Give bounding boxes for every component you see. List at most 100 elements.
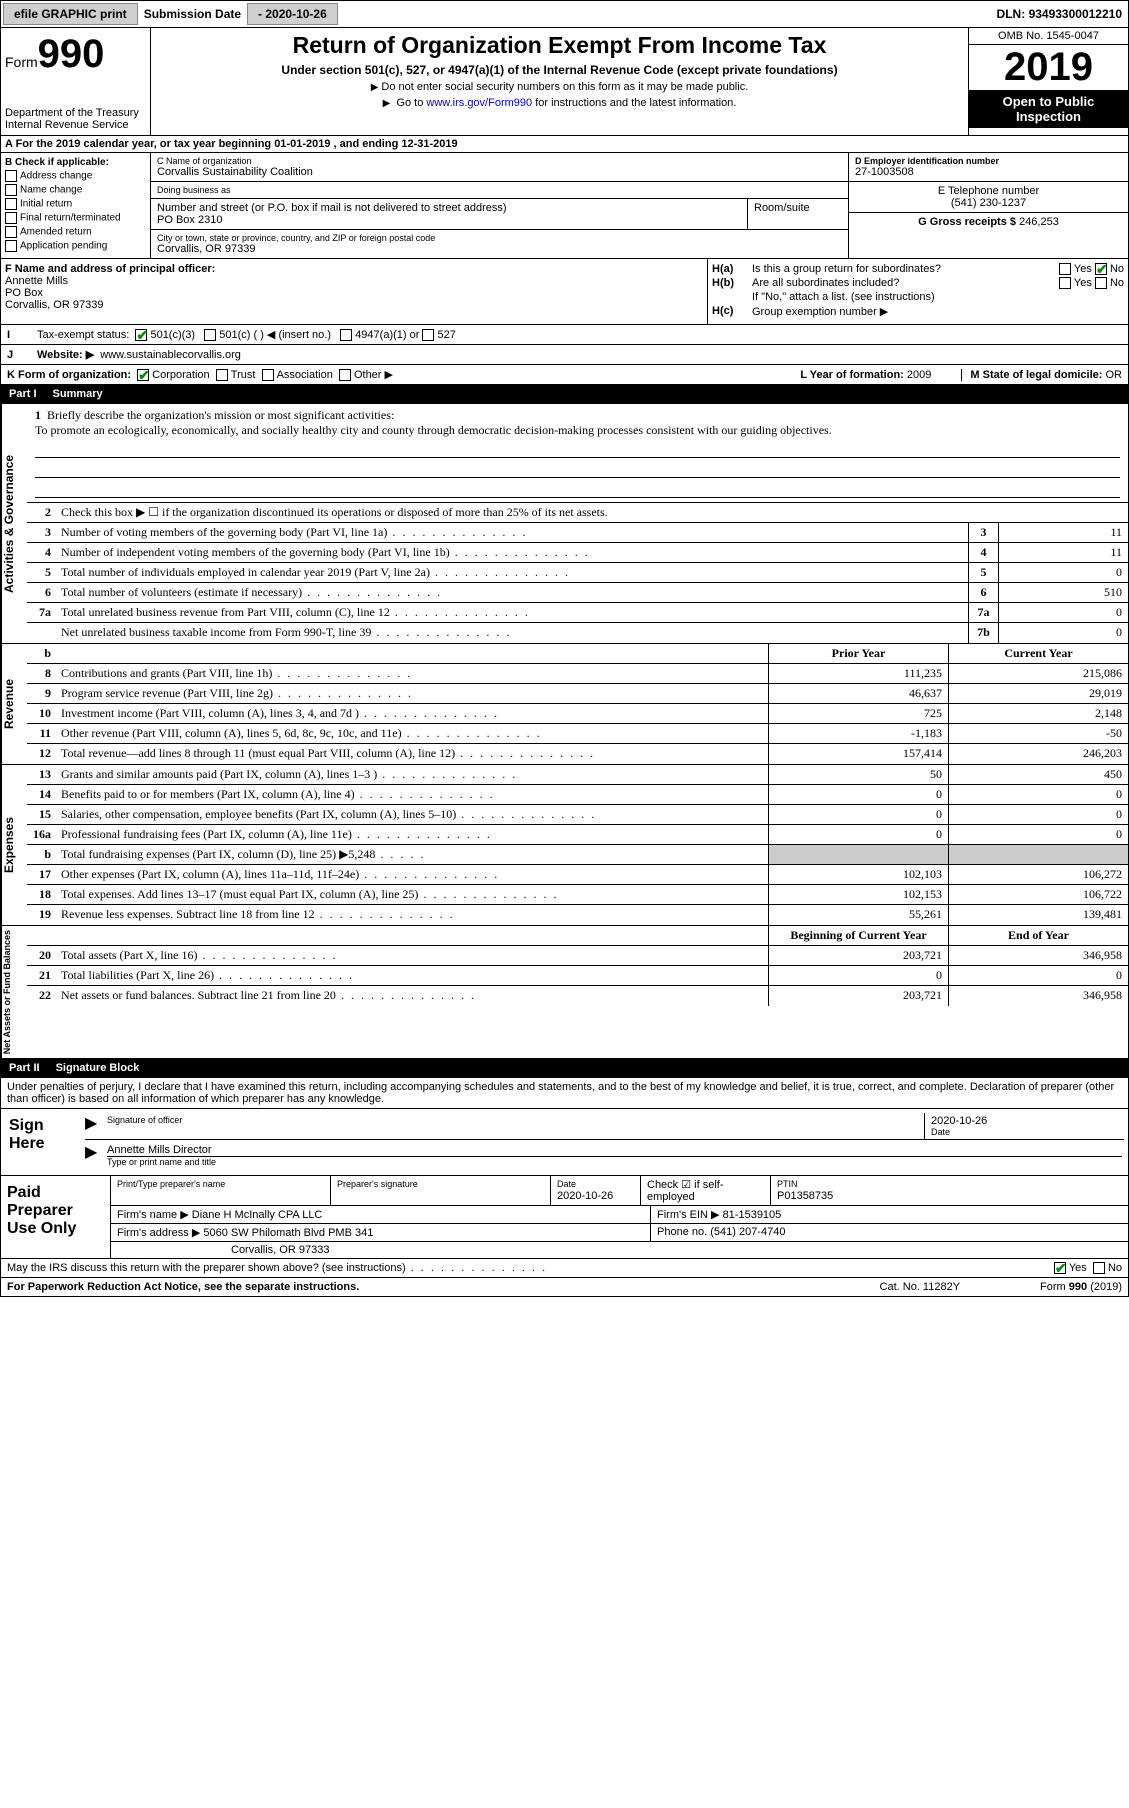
- exp-row-5: 17Other expenses (Part IX, column (A), l…: [27, 865, 1128, 885]
- cb-address-change[interactable]: [5, 170, 17, 182]
- cb-501c3[interactable]: [135, 329, 147, 341]
- cb-amended[interactable]: [5, 226, 17, 238]
- open-inspection: Open to Public Inspection: [969, 90, 1128, 128]
- gross-receipts-label: G Gross receipts $: [918, 216, 1016, 228]
- officer-name: Annette Mills: [5, 275, 703, 287]
- irs-link[interactable]: www.irs.gov/Form990: [426, 97, 532, 109]
- cb-final-return[interactable]: [5, 212, 17, 224]
- ha-no[interactable]: [1095, 263, 1107, 275]
- cb-corp[interactable]: [137, 369, 149, 381]
- city-label: City or town, state or province, country…: [157, 233, 842, 243]
- form-number: 990: [38, 32, 105, 76]
- hb-yes[interactable]: [1059, 277, 1071, 289]
- sign-here-label: Sign Here: [1, 1109, 81, 1175]
- dln: DLN: 93493300012210: [997, 7, 1128, 21]
- efile-print-button[interactable]: efile GRAPHIC print: [3, 3, 138, 25]
- cat-no: Cat. No. 11282Y: [880, 1281, 961, 1293]
- exp-row-6: 18Total expenses. Add lines 13–17 (must …: [27, 885, 1128, 905]
- exp-row-1: 14Benefits paid to or for members (Part …: [27, 785, 1128, 805]
- ag-row-0: 3Number of voting members of the governi…: [27, 523, 1128, 543]
- form-page: Form 990 (2019): [1040, 1281, 1122, 1293]
- top-bar: efile GRAPHIC print Submission Date - 20…: [0, 0, 1129, 28]
- ag-row-3: 6Total number of volunteers (estimate if…: [27, 583, 1128, 603]
- ha-text: Is this a group return for subordinates?: [752, 263, 1059, 275]
- discuss-no[interactable]: [1093, 1262, 1105, 1274]
- website: www.sustainablecorvallis.org: [100, 349, 241, 361]
- name-title-label: Type or print name and title: [107, 1156, 1122, 1167]
- cb-app-pending[interactable]: [5, 240, 17, 252]
- cb-name-change[interactable]: [5, 184, 17, 196]
- form-subtitle: Under section 501(c), 527, or 4947(a)(1)…: [155, 63, 964, 77]
- firm-phone: (541) 207-4740: [710, 1226, 785, 1238]
- self-employed: Check ☑ if self-employed: [647, 1179, 724, 1203]
- officer-label: F Name and address of principal officer:: [5, 263, 215, 275]
- dept-treasury: Department of the Treasury Internal Reve…: [5, 107, 146, 131]
- part-2-header: Part II Signature Block: [0, 1059, 1129, 1078]
- hb-text: Are all subordinates included?: [752, 277, 1059, 289]
- cb-assoc[interactable]: [262, 369, 274, 381]
- ag-row-2: 5Total number of individuals employed in…: [27, 563, 1128, 583]
- firm-ein: 81-1539105: [723, 1209, 782, 1221]
- prep-date: 2020-10-26: [557, 1190, 613, 1202]
- cb-501c[interactable]: [204, 329, 216, 341]
- ag-row-5: Net unrelated business taxable income fr…: [27, 623, 1128, 643]
- omb-number: OMB No. 1545-0047: [969, 28, 1128, 45]
- sig-arrow-2: ▶: [85, 1142, 105, 1169]
- sig-arrow-1: ▶: [85, 1113, 105, 1139]
- section-revenue: Revenue b Prior Year Current Year 8Contr…: [0, 644, 1129, 765]
- rev-row-1: 9Program service revenue (Part VIII, lin…: [27, 684, 1128, 704]
- part-1-header: Part I Summary: [0, 385, 1129, 404]
- sig-date-label: Date: [931, 1127, 1118, 1137]
- rev-row-0: 8Contributions and grants (Part VIII, li…: [27, 664, 1128, 684]
- ag-row-4: 7aTotal unrelated business revenue from …: [27, 603, 1128, 623]
- hb-note: If "No," attach a list. (see instruction…: [752, 291, 1124, 303]
- street-address: PO Box 2310: [157, 214, 741, 226]
- ssn-note: Do not enter social security numbers on …: [155, 81, 964, 93]
- hb-no[interactable]: [1095, 277, 1107, 289]
- discuss-yes[interactable]: [1054, 1262, 1066, 1274]
- hdr-end-year: End of Year: [948, 926, 1128, 945]
- section-expenses: Expenses 13Grants and similar amounts pa…: [0, 765, 1129, 926]
- sign-here-block: Sign Here ▶ Signature of officer 2020-10…: [0, 1109, 1129, 1176]
- exp-row-3: 16aProfessional fundraising fees (Part I…: [27, 825, 1128, 845]
- cb-initial-return[interactable]: [5, 198, 17, 210]
- exp-row-2: 15Salaries, other compensation, employee…: [27, 805, 1128, 825]
- hb-label: H(b): [712, 277, 752, 289]
- room-label: Room/suite: [754, 202, 842, 214]
- firm-name: Diane H McInally CPA LLC: [192, 1209, 323, 1221]
- cb-trust[interactable]: [216, 369, 228, 381]
- instructions-link-row: Go to www.irs.gov/Form990 for instructio…: [155, 97, 964, 109]
- ha-yes[interactable]: [1059, 263, 1071, 275]
- firm-city: Corvallis, OR 97333: [111, 1242, 1128, 1258]
- tax-year: 2019: [969, 45, 1128, 90]
- side-ag: Activities & Governance: [1, 404, 27, 643]
- cb-other[interactable]: [339, 369, 351, 381]
- form-header: Form990 Department of the Treasury Inter…: [0, 28, 1129, 136]
- rev-row-2: 10Investment income (Part VIII, column (…: [27, 704, 1128, 724]
- org-name: Corvallis Sustainability Coalition: [157, 166, 842, 178]
- line-2: Check this box ▶ ☐ if the organization d…: [57, 503, 1128, 522]
- paid-preparer-label: Paid Preparer Use Only: [1, 1176, 111, 1258]
- org-name-label: C Name of organization: [157, 156, 842, 166]
- hc-label: H(c): [712, 305, 752, 318]
- row-klm: K Form of organization: Corporation Trus…: [0, 365, 1129, 385]
- row-a-calendar-year: A For the 2019 calendar year, or tax yea…: [0, 136, 1129, 153]
- cb-527[interactable]: [422, 329, 434, 341]
- section-activities-governance: Activities & Governance 1 Briefly descri…: [0, 404, 1129, 644]
- phone-label: E Telephone number: [855, 185, 1122, 197]
- ein-label: D Employer identification number: [855, 156, 999, 166]
- block-bcde: B Check if applicable: Address change Na…: [0, 153, 1129, 259]
- officer-name-title: Annette Mills Director: [107, 1144, 1122, 1156]
- ptin: P01358735: [777, 1190, 833, 1202]
- section-net-assets: Net Assets or Fund Balances Beginning of…: [0, 926, 1129, 1059]
- sig-officer-label: Signature of officer: [107, 1115, 922, 1125]
- cb-4947[interactable]: [340, 329, 352, 341]
- exp-row-7: 19Revenue less expenses. Subtract line 1…: [27, 905, 1128, 925]
- ag-row-1: 4Number of independent voting members of…: [27, 543, 1128, 563]
- footer: For Paperwork Reduction Act Notice, see …: [0, 1278, 1129, 1297]
- na-row-1: 21Total liabilities (Part X, line 26)00: [27, 966, 1128, 986]
- rev-row-3: 11Other revenue (Part VIII, column (A), …: [27, 724, 1128, 744]
- submission-date-button[interactable]: - 2020-10-26: [247, 3, 338, 25]
- side-na: Net Assets or Fund Balances: [1, 926, 27, 1058]
- state-domicile: OR: [1106, 369, 1123, 381]
